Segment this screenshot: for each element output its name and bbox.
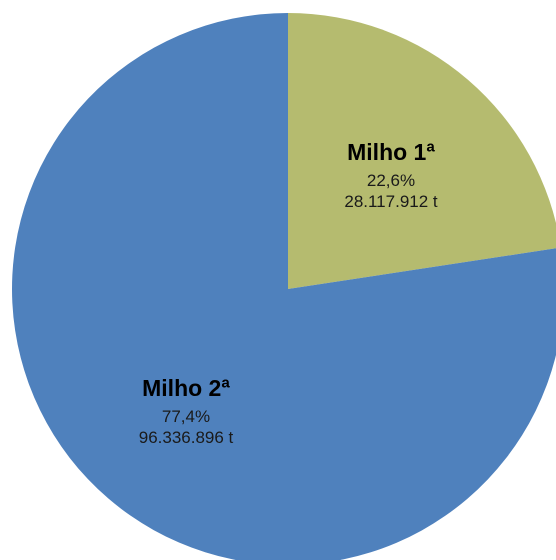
slice-value-label-milho-1: 28.117.912 t [344, 192, 438, 211]
slice-label-milho-2: Milho 2ª 77,4% 96.336.896 t [139, 375, 234, 447]
slice-percent-label-milho-2: 77,4% [162, 407, 210, 426]
pie-slice-milho-1 [288, 13, 556, 289]
slice-label-milho-1: Milho 1ª 22,6% 28.117.912 t [344, 139, 438, 211]
pie-slices [12, 13, 556, 560]
slice-percent-label-milho-1: 22,6% [367, 171, 415, 190]
slice-name-label-milho-2: Milho 2ª [142, 375, 230, 401]
slice-name-label-milho-1: Milho 1ª [347, 139, 435, 165]
slice-value-label-milho-2: 96.336.896 t [139, 428, 234, 447]
pie-slice-milho-2 [12, 13, 556, 560]
